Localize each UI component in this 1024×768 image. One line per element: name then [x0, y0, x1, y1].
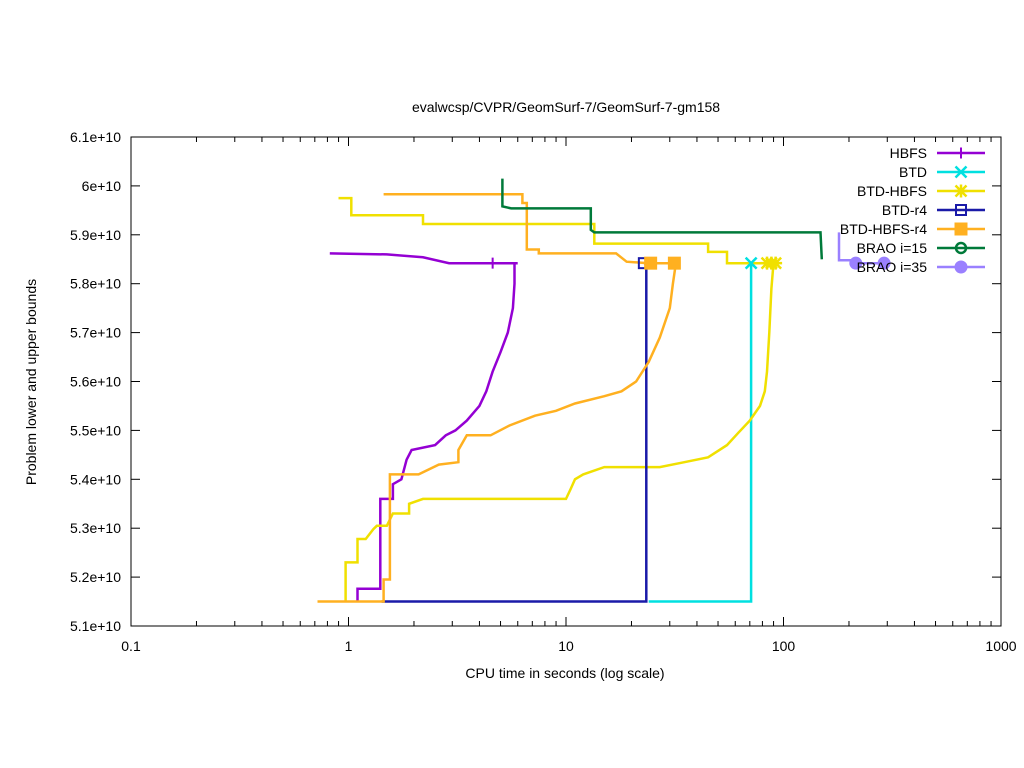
y-tick-label: 5.7e+10 [70, 325, 121, 341]
legend-label-btd-hbfs-r4: BTD-HBFS-r4 [840, 221, 927, 237]
series-hbfs-point [487, 257, 499, 269]
x-axis-label: CPU time in seconds (log scale) [465, 665, 664, 681]
series-btd-hbfs-r4-point [667, 256, 681, 270]
legend-marker-btd-hbfs [954, 184, 968, 198]
legend-marker-btd-hbfs-r4 [954, 222, 968, 236]
series-hbfs-upper-line [329, 252, 518, 265]
legend-label-hbfs: HBFS [890, 145, 927, 161]
series-btd-hbfs-r4-point [644, 256, 658, 270]
plot-lines [317, 178, 888, 603]
plot-markers [487, 256, 891, 270]
y-tick-label: 5.6e+10 [70, 374, 121, 390]
legend-label-btd-r4: BTD-r4 [882, 202, 927, 218]
chart-title: evalwcsp/CVPR/GeomSurf-7/GeomSurf-7-gm15… [412, 99, 720, 115]
x-tick-label: 100 [772, 638, 796, 654]
series-brao-i-35-point [849, 256, 863, 270]
legend: HBFS BTD BTD-HBFS BTD-r4 BTD-HBFS-r4 BRAO i=1… [840, 145, 985, 275]
y-tick-label: 5.1e+10 [70, 618, 121, 634]
y-axis-label: Problem lower and upper bounds [23, 279, 39, 485]
legend-label-btd-hbfs: BTD-HBFS [857, 183, 927, 199]
y-tick-label: 5.5e+10 [70, 422, 121, 438]
legend-label-btd: BTD [899, 164, 927, 180]
y-axis: 5.1e+10 5.2e+10 5.3e+10 5.4e+10 5.5e+10 5.6e+… [70, 129, 1001, 634]
series-btd-hbfs-r4-upper-line [383, 192, 676, 265]
x-tick-label: 1000 [985, 638, 1016, 654]
y-tick-label: 6.1e+10 [70, 129, 121, 145]
legend-marker-hbfs [955, 147, 967, 159]
series-brao-i-15-upper-line [501, 178, 824, 260]
series-btd-r4-lower-line [381, 263, 648, 603]
x-tick-label: 0.1 [121, 638, 141, 654]
series-btd-hbfs-r4-lower-line [317, 263, 678, 603]
series-btd-lower-line [648, 263, 753, 603]
x-axis: 0.1 1 10 100 1000 [121, 137, 1017, 654]
legend-label-brao-i-35: BRAO i=35 [857, 259, 928, 275]
legend-label-brao-i-15: BRAO i=15 [857, 240, 928, 256]
x-tick-label: 10 [558, 638, 574, 654]
x-tick-label: 1 [345, 638, 353, 654]
plot-frame [130, 136, 1002, 627]
series-btd-point [744, 256, 758, 270]
y-tick-label: 5.3e+10 [70, 520, 121, 536]
series-hbfs-lower-line [356, 263, 516, 602]
legend-marker-brao-i-15 [954, 241, 968, 255]
legend-marker-brao-i-35 [954, 260, 968, 274]
series-btd-hbfs-upper-line [338, 196, 776, 265]
series-btd-hbfs-point [769, 256, 783, 270]
series-btd-hbfs-lower-line [344, 263, 775, 602]
legend-marker-btd [954, 165, 968, 179]
y-tick-label: 5.4e+10 [70, 471, 121, 487]
y-tick-label: 5.8e+10 [70, 276, 121, 292]
y-tick-label: 5.9e+10 [70, 227, 121, 243]
legend-marker-btd-r4 [955, 204, 967, 216]
series-brao-i-35-point [877, 256, 891, 270]
y-tick-label: 5.2e+10 [70, 569, 121, 585]
y-tick-label: 6e+10 [82, 178, 122, 194]
